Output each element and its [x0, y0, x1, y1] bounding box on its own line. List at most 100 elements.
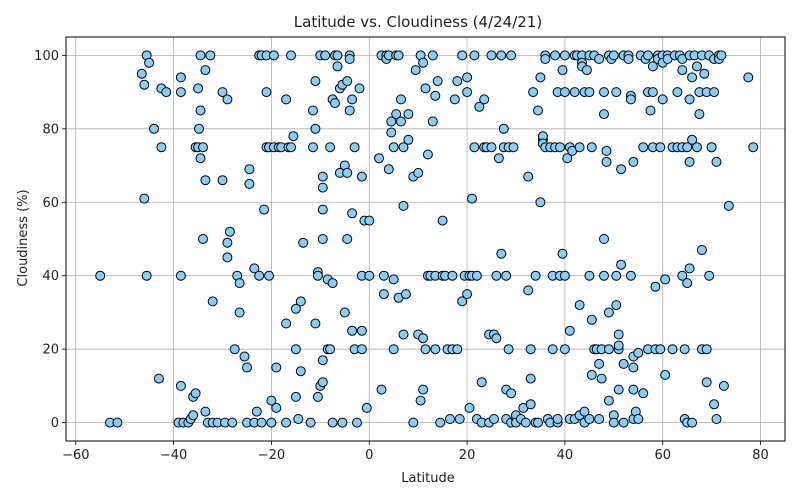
data-point — [339, 307, 350, 318]
data-point — [217, 175, 228, 186]
data-point — [410, 65, 421, 76]
data-point — [694, 109, 705, 120]
data-point — [599, 234, 609, 244]
data-point — [271, 362, 282, 373]
data-point — [136, 68, 147, 79]
data-point — [638, 388, 649, 399]
data-point — [479, 94, 490, 105]
data-point — [469, 142, 480, 153]
data-point — [398, 200, 409, 211]
data-point — [699, 68, 710, 79]
data-point — [579, 406, 590, 417]
data-point — [743, 72, 754, 83]
data-point — [286, 142, 296, 153]
data-point — [427, 50, 438, 61]
data-point — [364, 270, 375, 281]
data-point — [347, 94, 358, 105]
data-point — [403, 134, 414, 145]
y-tick-label: 40 — [42, 269, 59, 284]
data-point — [603, 395, 614, 406]
data-point — [149, 123, 159, 134]
data-point — [398, 142, 409, 153]
data-point — [584, 87, 595, 98]
data-point — [625, 94, 636, 105]
data-point — [242, 362, 252, 373]
data-point — [286, 50, 296, 61]
data-point — [701, 344, 712, 355]
data-point — [628, 156, 639, 167]
data-point — [393, 50, 404, 61]
data-point — [564, 325, 575, 336]
data-point — [586, 142, 597, 153]
y-tick-label: 80 — [42, 122, 59, 137]
x-tick-label: −40 — [160, 448, 187, 463]
data-point — [454, 414, 465, 424]
data-point — [293, 414, 304, 424]
data-point — [175, 87, 186, 98]
data-point — [462, 87, 473, 98]
data-point — [547, 344, 558, 355]
data-point — [467, 193, 477, 204]
data-point — [711, 414, 722, 424]
x-tick-label: 0 — [365, 448, 373, 463]
y-tick-label: 0 — [51, 416, 59, 431]
data-point — [696, 245, 707, 255]
data-point — [356, 171, 367, 182]
data-point — [594, 54, 605, 64]
data-point — [535, 72, 546, 83]
x-tick-label: −20 — [258, 448, 285, 463]
data-point — [308, 105, 318, 116]
y-axis-ticks: 0 20 40 60 80 100 — [34, 49, 66, 431]
data-point — [562, 153, 573, 164]
data-point — [430, 344, 441, 355]
data-point — [506, 388, 517, 399]
data-point — [175, 380, 186, 391]
data-point — [308, 142, 318, 153]
data-point — [408, 417, 419, 428]
data-point — [112, 417, 123, 428]
data-point — [317, 171, 328, 182]
x-axis-ticks: −60 −40 −20 0 20 40 60 80 — [62, 441, 769, 463]
data-point — [559, 344, 570, 355]
data-point — [533, 417, 543, 428]
data-point — [660, 369, 671, 380]
data-point — [586, 314, 597, 325]
data-point — [611, 270, 622, 281]
data-point — [633, 414, 644, 424]
data-point — [383, 164, 394, 175]
data-point — [498, 123, 509, 134]
data-point — [194, 123, 204, 134]
data-point — [462, 72, 473, 83]
data-point — [396, 94, 406, 105]
data-point — [523, 285, 534, 296]
data-point — [312, 391, 323, 402]
data-point — [557, 65, 568, 76]
data-point — [493, 153, 504, 164]
data-point — [506, 50, 517, 61]
data-point — [489, 414, 499, 424]
data-point — [398, 329, 409, 340]
data-point — [330, 98, 340, 109]
data-point — [327, 417, 338, 428]
data-point — [298, 237, 309, 248]
data-point — [682, 142, 693, 153]
data-point — [310, 76, 321, 87]
data-point — [244, 178, 255, 189]
data-point — [445, 414, 455, 424]
data-point — [501, 270, 512, 281]
data-point — [224, 226, 235, 237]
data-point — [234, 278, 245, 289]
data-point — [711, 156, 722, 167]
data-point — [195, 105, 206, 116]
data-point — [528, 87, 539, 98]
data-point — [692, 61, 702, 72]
data-point — [594, 358, 605, 369]
data-point — [400, 289, 411, 300]
data-point — [550, 50, 561, 61]
data-point — [388, 274, 399, 285]
data-point — [628, 362, 639, 373]
data-point — [295, 366, 306, 377]
data-point — [709, 399, 720, 410]
data-point — [317, 377, 328, 388]
data-point — [227, 417, 238, 428]
